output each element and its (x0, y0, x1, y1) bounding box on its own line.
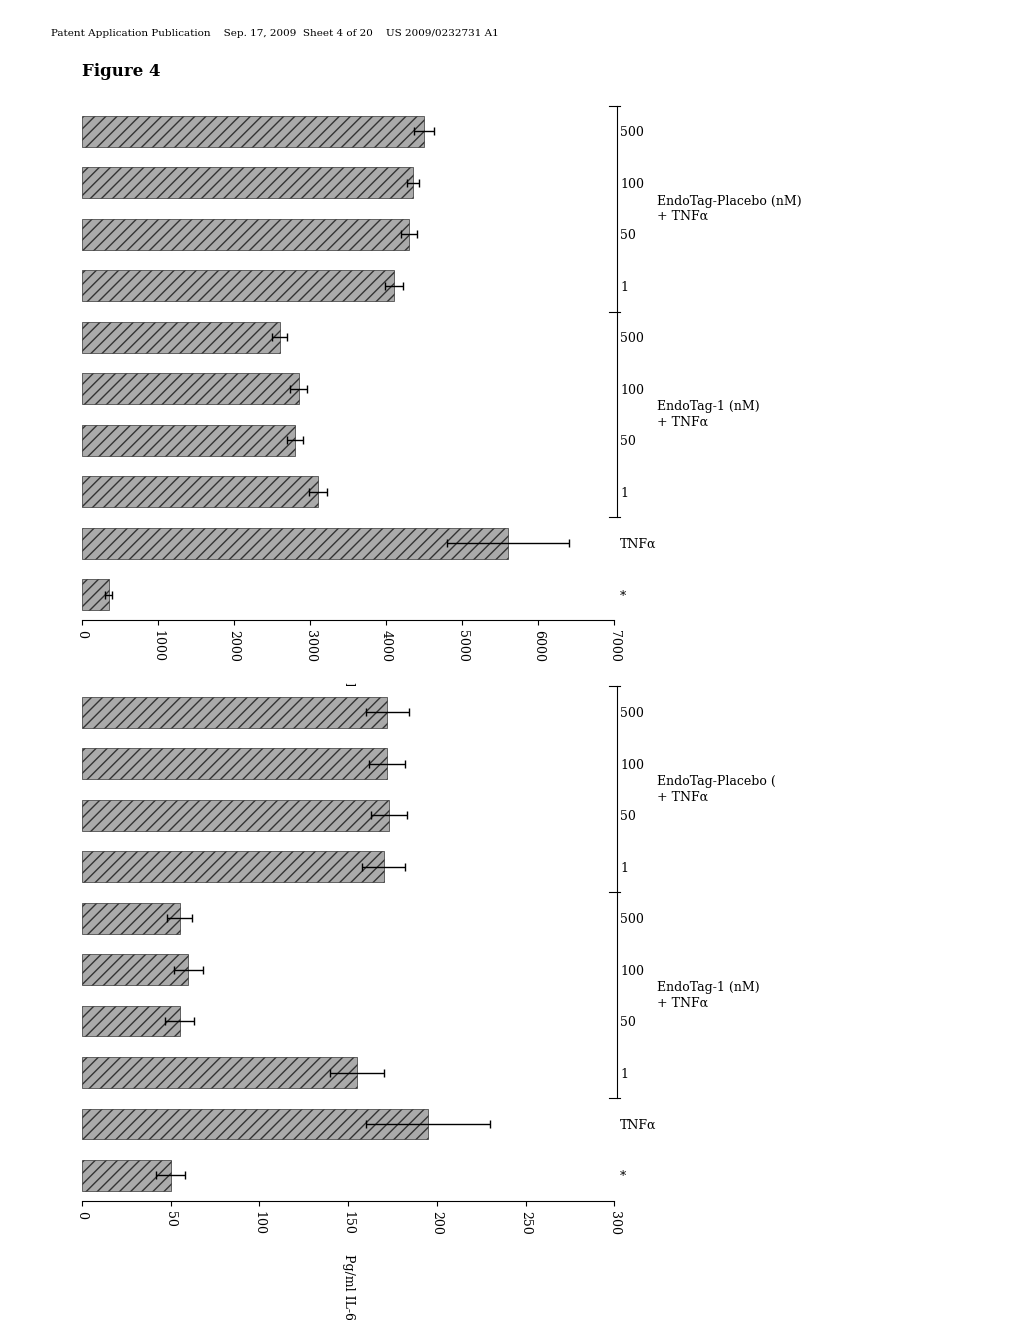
Bar (82, 374, 299, 404)
Text: Patent Application Publication    Sep. 17, 2009  Sheet 4 of 20    US 2009/023273: Patent Application Publication Sep. 17, … (51, 29, 499, 38)
Bar (82, 425, 295, 455)
Bar (82, 579, 109, 610)
X-axis label: Pg/ml IL-8 [48h]: Pg/ml IL-8 [48h] (342, 681, 354, 785)
Bar (82, 528, 508, 558)
Bar (82, 219, 409, 249)
Text: Figure 4: Figure 4 (82, 63, 161, 81)
Bar (82, 748, 387, 779)
Bar (82, 697, 387, 727)
Bar (82, 1160, 171, 1191)
Text: EndoTag-Placebo (nM)
+ TNFα: EndoTag-Placebo (nM) + TNFα (657, 194, 802, 223)
Bar (82, 271, 394, 301)
Bar (82, 1057, 357, 1088)
X-axis label: Pg/ml IL-6 [48h]: Pg/ml IL-6 [48h] (342, 1254, 354, 1320)
Bar (82, 1006, 179, 1036)
Bar (82, 851, 384, 882)
Bar (82, 954, 188, 985)
Text: EndoTag-1 (nM)
+ TNFα: EndoTag-1 (nM) + TNFα (657, 981, 760, 1010)
Bar (82, 116, 424, 147)
Bar (82, 1109, 428, 1139)
Bar (82, 322, 280, 352)
Bar (82, 800, 389, 830)
Bar (82, 903, 179, 933)
Text: EndoTag-1 (nM)
+ TNFα: EndoTag-1 (nM) + TNFα (657, 400, 760, 429)
Bar (82, 477, 317, 507)
Bar (82, 168, 413, 198)
Text: EndoTag-Placebo (
+ TNFα: EndoTag-Placebo ( + TNFα (657, 775, 776, 804)
